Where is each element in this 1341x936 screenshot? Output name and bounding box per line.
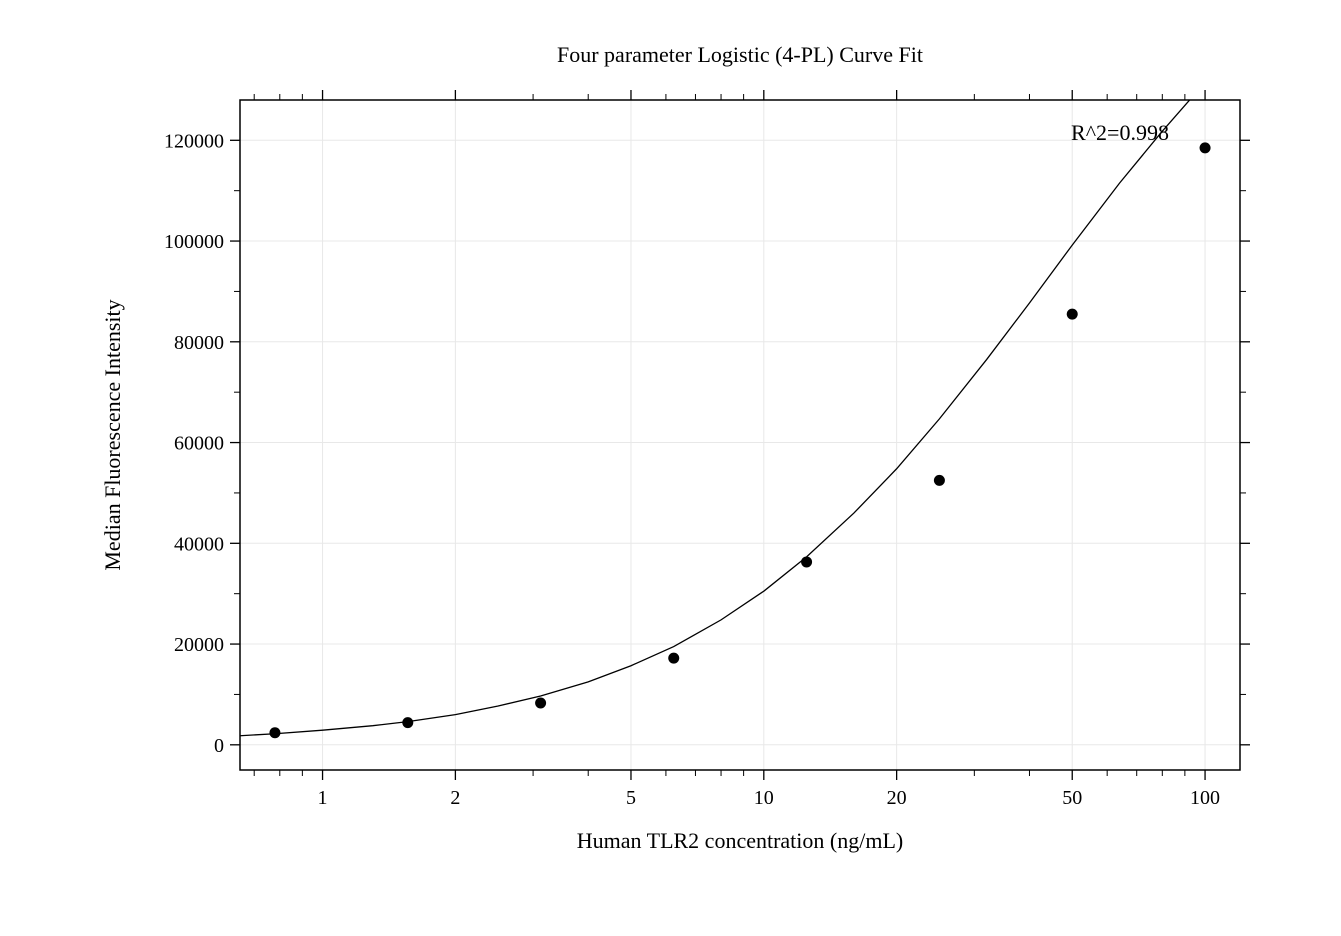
data-point <box>535 698 546 709</box>
chart-svg: 1 2 5 10 20 50 100 0 20000 40000 60000 80000 100000 1… <box>0 0 1341 936</box>
fit-curve <box>240 47 1240 736</box>
x-tick-label: 20 <box>887 787 907 809</box>
x-tick-label: 1 <box>318 787 328 809</box>
y-tick-label: 40000 <box>174 533 224 555</box>
data-point <box>269 727 280 738</box>
plot-border <box>240 100 1240 770</box>
y-tick-label: 20000 <box>174 634 224 656</box>
x-tick-label: 50 <box>1062 787 1082 809</box>
chart-title: Four parameter Logistic (4-PL) Curve Fit <box>557 42 923 67</box>
x-tick-label: 2 <box>450 787 460 809</box>
y-tick-label: 0 <box>214 735 224 757</box>
y-tick-label: 80000 <box>174 332 224 354</box>
data-point <box>668 653 679 664</box>
r-squared-annotation: R^2=0.998 <box>1071 120 1169 145</box>
chart-container: 1 2 5 10 20 50 100 0 20000 40000 60000 80000 100000 1… <box>0 0 1341 936</box>
x-tick-label: 100 <box>1190 787 1220 809</box>
y-axis-label: Median Fluorescence Intensity <box>100 299 125 570</box>
data-point <box>1200 142 1211 153</box>
y-tick-label: 100000 <box>164 231 224 253</box>
data-point <box>1067 309 1078 320</box>
y-tick-label: 60000 <box>174 433 224 455</box>
data-point <box>801 556 812 567</box>
data-point <box>934 475 945 486</box>
x-axis-label: Human TLR2 concentration (ng/mL) <box>577 828 903 853</box>
y-tick-label: 120000 <box>164 130 224 152</box>
data-point <box>402 717 413 728</box>
x-tick-label: 10 <box>754 787 774 809</box>
x-tick-label: 5 <box>626 787 636 809</box>
